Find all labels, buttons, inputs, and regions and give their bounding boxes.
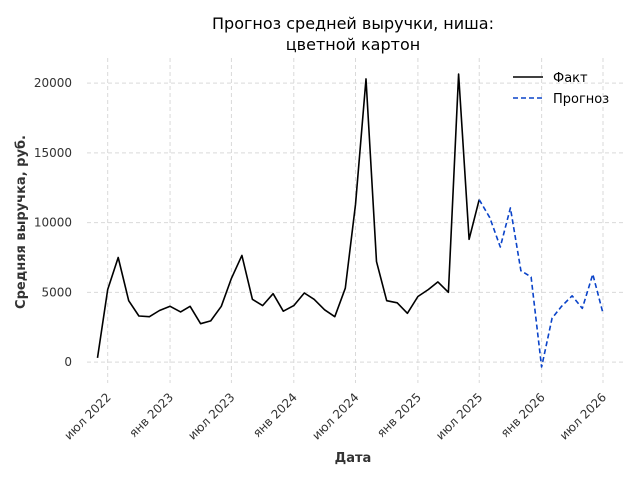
grid <box>87 58 624 383</box>
x-tick-label: июл 2026 <box>557 390 609 442</box>
series-line-forecast <box>478 199 604 368</box>
x-tick-label: янв 2026 <box>498 390 548 440</box>
y-tick-label: 20000 <box>34 76 72 90</box>
x-tick-label: июл 2024 <box>309 390 361 442</box>
x-tick-label: июл 2025 <box>433 390 485 442</box>
x-tick-label: янв 2023 <box>126 390 176 440</box>
y-tick-label: 15000 <box>34 146 72 160</box>
x-tick-label: янв 2025 <box>374 390 424 440</box>
x-tick-label: янв 2024 <box>250 390 300 440</box>
x-tick-label: июл 2023 <box>185 390 237 442</box>
legend: Факт Прогноз <box>513 71 609 107</box>
y-axis-label: Средняя выручка, руб. <box>14 135 29 309</box>
x-tick-label: июл 2022 <box>62 390 114 442</box>
x-axis-label: Дата <box>335 451 372 466</box>
legend-label-fact: Факт <box>553 71 588 86</box>
y-tick-label: 0 <box>64 355 72 369</box>
y-tick-label: 5000 <box>41 285 72 299</box>
chart-title-line-1: Прогноз средней выручки, ниша: <box>212 14 494 33</box>
chart-title-line-2: цветной картон <box>286 35 420 54</box>
series-line-fact <box>96 73 480 359</box>
legend-label-forecast: Прогноз <box>553 92 609 107</box>
y-tick-label: 10000 <box>34 216 72 230</box>
series-layer <box>96 73 604 368</box>
